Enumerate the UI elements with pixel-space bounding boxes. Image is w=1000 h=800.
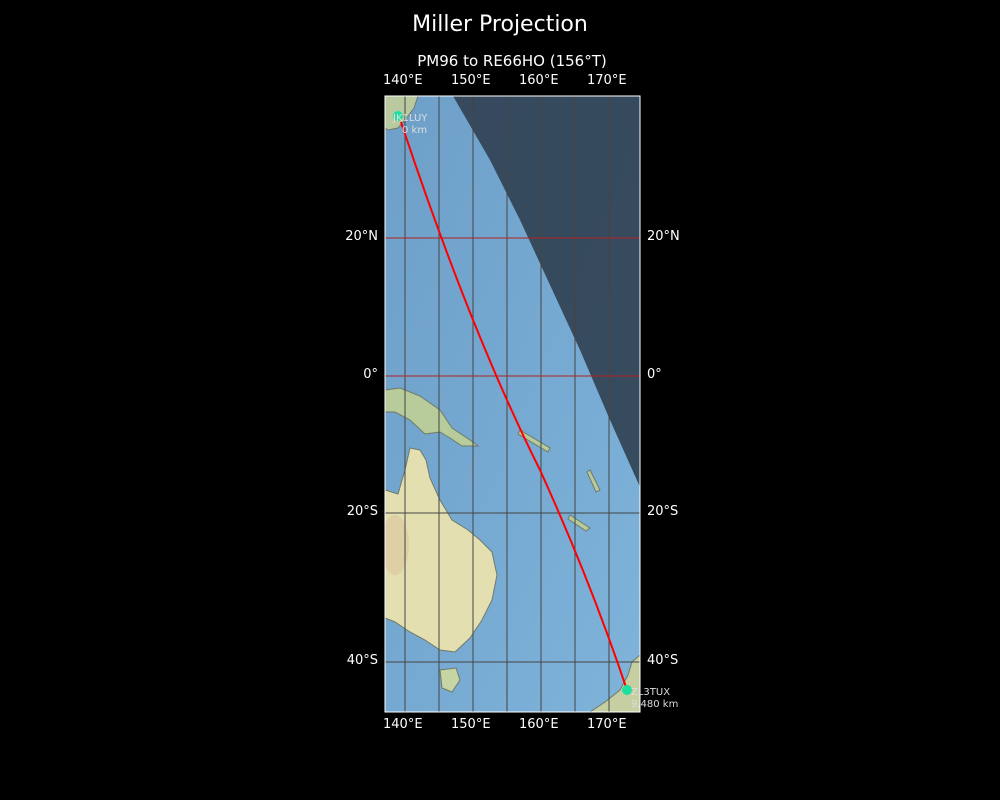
lon-tick-top: 170°E	[587, 73, 627, 88]
lat-tick-right: 40°S	[647, 653, 679, 668]
great-circle-path	[400, 121, 628, 691]
graticule	[385, 96, 640, 712]
end-marker[interactable]	[622, 685, 632, 695]
start-label: JK1LUY	[393, 113, 428, 124]
end-distance: 9,480 km	[631, 699, 679, 710]
lat-tick-left: 20°N	[345, 229, 378, 244]
map-frame	[384, 95, 641, 713]
lat-tick-left: 0°	[363, 367, 378, 382]
lat-tick-right: 20°S	[647, 504, 679, 519]
land-new-guinea	[385, 387, 480, 447]
lon-tick-bottom: 150°E	[451, 717, 491, 732]
start-marker[interactable]	[393, 111, 403, 121]
lon-tick-top: 160°E	[519, 73, 559, 88]
map-subtitle: PM96 to RE66HO (156°T)	[417, 52, 607, 70]
lon-tick-bottom: 170°E	[587, 717, 627, 732]
land-tasmania	[439, 667, 461, 693]
lat-tick-left: 40°S	[346, 653, 378, 668]
lon-tick-top: 140°E	[383, 73, 423, 88]
map-title: Miller Projection	[412, 12, 588, 37]
lon-tick-bottom: 160°E	[519, 717, 559, 732]
night-shading	[453, 96, 640, 487]
land-australia	[385, 447, 498, 653]
land-new-zealand	[589, 654, 640, 712]
lat-tick-right: 0°	[647, 367, 662, 382]
start-distance: 0 km	[402, 125, 428, 136]
end-label: ZL3TUX	[631, 687, 671, 698]
lon-tick-bottom: 140°E	[383, 717, 423, 732]
lat-tick-left: 20°S	[346, 504, 378, 519]
lon-tick-top: 150°E	[451, 73, 491, 88]
lat-tick-right: 20°N	[647, 229, 680, 244]
